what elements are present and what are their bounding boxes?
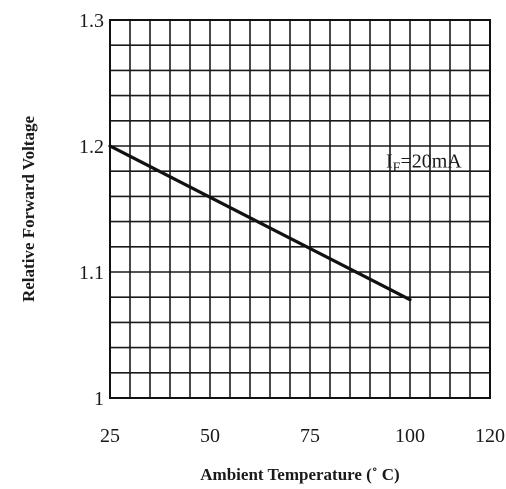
series-layer	[108, 144, 412, 302]
y-axis-label: Relative Forward Voltage	[19, 116, 38, 302]
x-tick-label: 25	[100, 425, 120, 447]
y-tick-label: 1.1	[79, 262, 104, 284]
annotation-layer: IF=20mA	[386, 150, 462, 175]
y-tick-label: 1	[94, 388, 104, 410]
x-tick-label: 50	[200, 425, 220, 447]
x-tick-label: 120	[475, 425, 505, 447]
x-tick-label: 100	[395, 425, 425, 447]
plot-area-border	[109, 19, 491, 399]
chart-grid	[110, 20, 490, 398]
y-tick-label: 1.3	[79, 10, 104, 32]
x-tick-label: 75	[300, 425, 320, 447]
x-axis-label: Ambient Temperature (˚ C)	[200, 465, 399, 484]
x-axis-tick-labels: 25 50 75 100 120	[100, 425, 505, 447]
annotation-label: IF=20mA	[386, 150, 462, 175]
y-axis-tick-labels: 1 1.1 1.2 1.3	[79, 10, 104, 410]
series-line	[108, 144, 412, 302]
y-tick-label: 1.2	[79, 136, 104, 158]
